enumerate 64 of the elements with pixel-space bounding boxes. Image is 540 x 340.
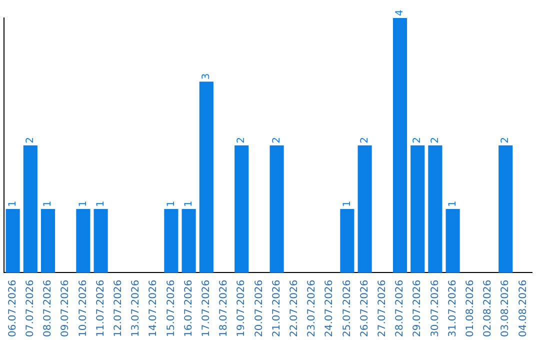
- data-label: 2: [500, 136, 512, 144]
- bar: [164, 209, 178, 273]
- bar: [94, 209, 108, 273]
- x-tick-label: 19.07.2026: [236, 280, 248, 338]
- x-tick-label: 14.07.2026: [148, 280, 160, 338]
- x-tick-label: 02.08.2026: [482, 280, 494, 338]
- data-label: 3: [200, 73, 212, 80]
- x-tick-label: 25.07.2026: [342, 280, 353, 338]
- x-tick-label: 30.07.2026: [430, 280, 441, 338]
- x-tick-label: 03.08.2026: [500, 280, 512, 338]
- data-label: 2: [412, 136, 424, 144]
- data-label: 2: [236, 136, 248, 144]
- bar: [182, 209, 196, 273]
- bar: [358, 145, 372, 273]
- x-tick-label: 29.07.2026: [412, 280, 424, 338]
- bar: [392, 18, 408, 273]
- x-tick-label: 16.07.2026: [183, 280, 194, 338]
- bar: [340, 209, 354, 273]
- data-label: 2: [430, 136, 441, 144]
- x-tick-label: 04.08.2026: [518, 280, 529, 338]
- bar: [23, 145, 38, 273]
- x-tick-label: 09.07.2026: [60, 280, 72, 338]
- x-tick-label: 07.07.2026: [24, 280, 36, 338]
- x-tick-label: 13.07.2026: [130, 280, 142, 338]
- data-label: 1: [7, 200, 18, 208]
- data-label: 1: [42, 200, 54, 208]
- x-tick-label: 24.07.2026: [324, 280, 336, 338]
- x-tick-label: 23.07.2026: [306, 280, 318, 338]
- data-label: 1: [447, 200, 458, 208]
- x-tick-label: 10.07.2026: [78, 280, 89, 338]
- data-label: 4: [394, 10, 406, 16]
- x-tick-label: 17.07.2026: [200, 280, 212, 338]
- data-label: 2: [359, 136, 370, 144]
- x-tick-label: 21.07.2026: [271, 280, 282, 338]
- x-tick-label: 11.07.2026: [95, 280, 106, 338]
- bar: [234, 145, 249, 273]
- bar: [446, 209, 460, 273]
- x-tick-label: 28.07.2026: [394, 280, 406, 338]
- bar: [270, 145, 284, 273]
- x-tick-label: 31.07.2026: [447, 280, 458, 338]
- bar: [428, 145, 442, 273]
- data-label: 2: [271, 136, 282, 144]
- x-tick-label: 20.07.2026: [254, 280, 265, 338]
- bar: [40, 209, 56, 273]
- bar: [498, 145, 513, 273]
- bar: [410, 145, 425, 273]
- data-label: 2: [24, 136, 36, 144]
- x-tick-label: 01.08.2026: [464, 280, 476, 338]
- data-label: 1: [95, 200, 106, 208]
- x-tick-label: 18.07.2026: [218, 280, 230, 338]
- bar: [199, 82, 214, 273]
- data-label: 1: [166, 200, 177, 208]
- x-tick-label: 15.07.2026: [166, 280, 177, 338]
- x-tick-label: 08.07.2026: [42, 280, 54, 338]
- data-label: 1: [183, 200, 194, 208]
- x-tick-label: 06.07.2026: [7, 280, 18, 338]
- bar: [6, 209, 20, 273]
- x-tick-label: 26.07.2026: [359, 280, 370, 338]
- x-tick-label: 22.07.2026: [288, 280, 300, 338]
- x-tick-label: 12.07.2026: [112, 280, 124, 338]
- x-tick-label: 27.07.2026: [376, 280, 388, 338]
- data-label: 1: [78, 200, 89, 208]
- bar: [76, 209, 90, 273]
- data-label: 1: [342, 200, 353, 208]
